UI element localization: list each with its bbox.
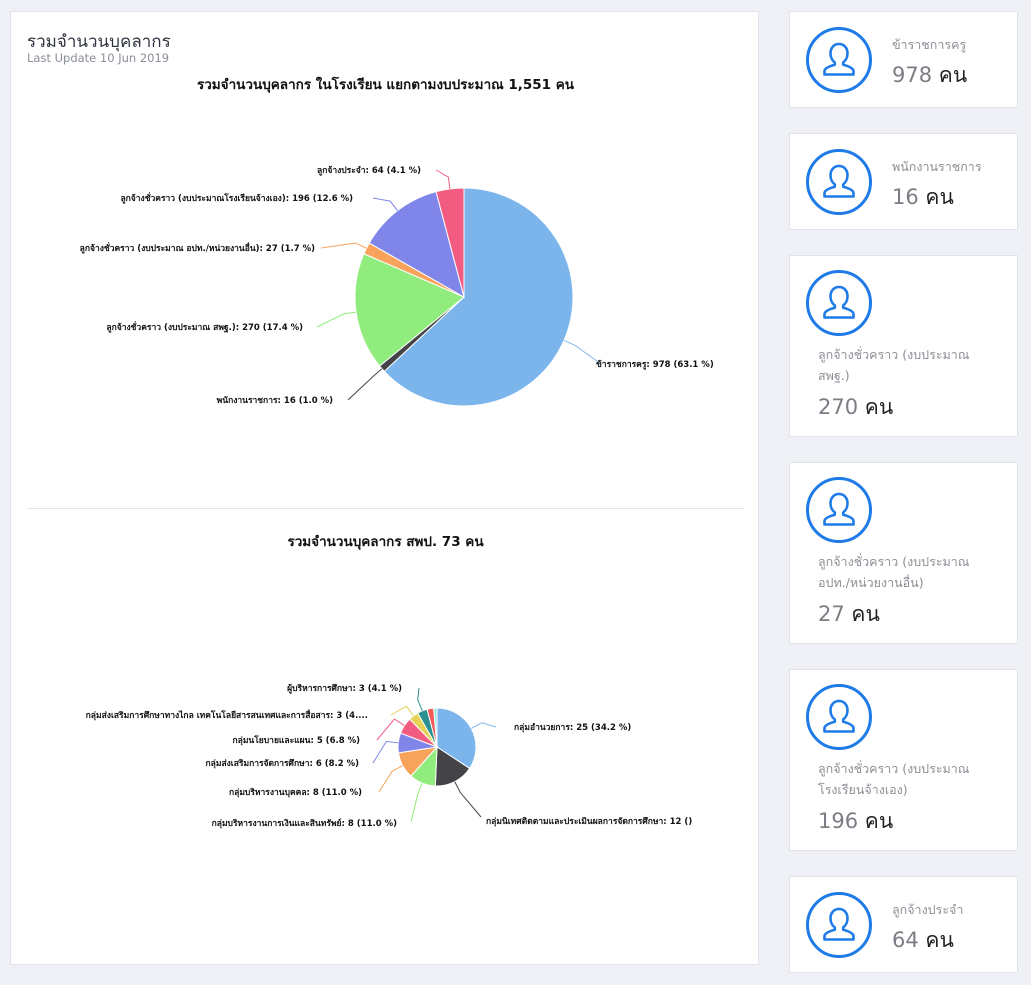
user-icon	[806, 27, 872, 93]
data-label: ข้าราชการครู: 978 (63.1 %)	[596, 359, 714, 370]
data-label: ผู้บริหารการศึกษา: 3 (4.1 %)	[287, 683, 402, 694]
connector-line	[347, 368, 383, 401]
data-label: กลุ่มบริหารงานการเงินและสินทรัพย์: 8 (11…	[212, 818, 398, 829]
school-personnel-pie-chart: ข้าราชการครู: 978 (63.1 %) พนักงานราชการ:…	[80, 165, 714, 407]
data-label: กลุ่มนโยบายและแผน: 5 (6.8 %)	[232, 735, 360, 746]
stat-label: ลูกจ้างชั่วคราว (งบประมาณ อปท./หน่วยงานอ…	[818, 554, 970, 590]
last-update: Last Update 10 Jun 2019	[27, 51, 170, 65]
connector-line	[417, 687, 423, 712]
stat-value: 64 คน	[892, 928, 954, 952]
stat-card-temp-obec: ลูกจ้างชั่วคราว (งบประมาณ สพฐ.) 270 คน	[789, 255, 1018, 437]
stat-label: ลูกจ้างประจำ	[892, 902, 964, 917]
stat-label: พนักงานราชการ	[892, 159, 982, 174]
pie-slice[interactable]	[433, 707, 438, 748]
stat-value: 978 คน	[892, 63, 968, 87]
data-label: กลุ่มส่งเสริมการศึกษาทางไกล เทคโนโลยีสาร…	[86, 708, 368, 721]
divider	[27, 508, 744, 509]
data-label: กลุ่มนิเทศติดตามและประเมินผลการจัดการศึก…	[486, 816, 692, 827]
connector-line	[563, 340, 602, 365]
connector-line	[410, 782, 423, 823]
stat-value: 27 คน	[818, 602, 880, 626]
stat-label: ลูกจ้างชั่วคราว (งบประมาณ สพฐ.)	[818, 347, 970, 383]
data-label: กลุ่มบริหารงานบุคคล: 8 (11.0 %)	[229, 787, 362, 798]
stat-card-temp-local-gov: ลูกจ้างชั่วคราว (งบประมาณ อปท./หน่วยงานอ…	[789, 462, 1018, 644]
stat-value: 270 คน	[818, 395, 894, 419]
data-label: กลุ่มอำนวยการ: 25 (34.2 %)	[514, 722, 631, 733]
stat-card-civil-teachers: ข้าราชการครู 978 คน	[789, 11, 1018, 108]
data-label: ลูกจ้างประจำ: 64 (4.1 %)	[317, 165, 421, 176]
connector-line	[454, 781, 482, 818]
data-label: กลุ่มส่งเสริมการจัดการศึกษา: 6 (8.2 %)	[206, 758, 360, 769]
user-icon	[806, 149, 872, 215]
connector-line	[372, 740, 399, 764]
personnel-chart-card: รวมจำนวนบุคลากร Last Update 10 Jun 2019 …	[10, 11, 759, 965]
connector-line	[390, 705, 414, 717]
connector-line	[435, 169, 451, 189]
stat-label: ข้าราชการครู	[892, 37, 967, 52]
stat-label: ลูกจ้างชั่วคราว (งบประมาณ โรงเรียนจ้างเอ…	[818, 761, 970, 797]
user-icon	[806, 270, 872, 336]
district-office-pie-chart: กลุ่มอำนวยการ: 25 (34.2 %) กลุ่มนิเทศติดต…	[86, 683, 693, 829]
user-icon	[806, 477, 872, 543]
chart2-title: รวมจำนวนบุคลากร สพป. 73 คน	[287, 534, 484, 550]
connector-line	[378, 765, 403, 793]
user-icon	[806, 892, 872, 958]
pie-slice[interactable]	[354, 253, 465, 367]
pie-slice[interactable]	[368, 191, 465, 299]
connector-line	[471, 722, 497, 729]
chart1-title: รวมจำนวนบุคลากร ในโรงเรียน แยกตามงบประมา…	[196, 77, 575, 93]
stat-card-temp-school: ลูกจ้างชั่วคราว (งบประมาณ โรงเรียนจ้างเอ…	[789, 669, 1018, 851]
data-label: ลูกจ้างชั่วคราว (งบประมาณโรงเรียนจ้างเอง…	[120, 191, 353, 204]
stat-card-permanent-employees: ลูกจ้างประจำ 64 คน	[789, 876, 1018, 973]
data-label: ลูกจ้างชั่วคราว (งบประมาณ อปท./หน่วยงานอ…	[80, 241, 315, 254]
stat-value: 196 คน	[818, 809, 894, 833]
card-title: รวมจำนวนบุคลากร	[27, 32, 171, 52]
data-label: พนักงานราชการ: 16 (1.0 %)	[217, 395, 333, 406]
user-icon	[806, 684, 872, 750]
connector-line	[376, 718, 405, 741]
data-label: ลูกจ้างชั่วคราว (งบประมาณ สพฐ.): 270 (17…	[106, 320, 303, 333]
stat-value: 16 คน	[892, 185, 954, 209]
connector-line	[372, 197, 398, 211]
connector-line	[316, 311, 357, 328]
stat-card-government-employees: พนักงานราชการ 16 คน	[789, 133, 1018, 230]
connector-line	[320, 242, 367, 249]
